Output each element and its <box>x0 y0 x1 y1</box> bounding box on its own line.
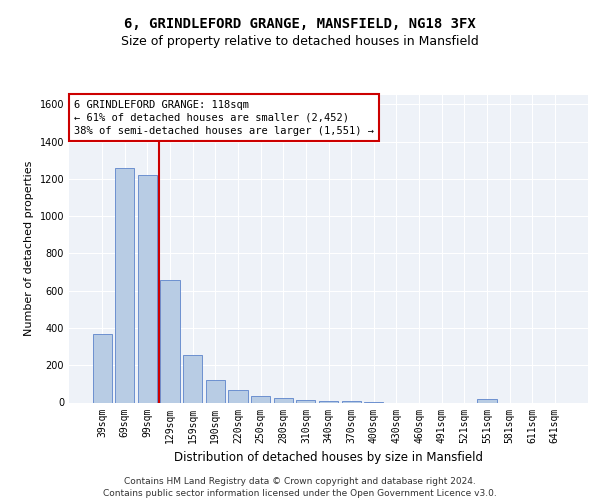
Text: Contains HM Land Registry data © Crown copyright and database right 2024.
Contai: Contains HM Land Registry data © Crown c… <box>103 477 497 498</box>
Bar <box>274 398 293 402</box>
Bar <box>183 355 202 403</box>
Text: 6, GRINDLEFORD GRANGE, MANSFIELD, NG18 3FX: 6, GRINDLEFORD GRANGE, MANSFIELD, NG18 3… <box>124 18 476 32</box>
X-axis label: Distribution of detached houses by size in Mansfield: Distribution of detached houses by size … <box>174 451 483 464</box>
Bar <box>229 390 248 402</box>
Bar <box>138 175 157 402</box>
Text: Size of property relative to detached houses in Mansfield: Size of property relative to detached ho… <box>121 35 479 48</box>
Bar <box>319 400 338 402</box>
Bar <box>477 399 497 402</box>
Y-axis label: Number of detached properties: Number of detached properties <box>24 161 34 336</box>
Bar <box>160 280 180 402</box>
Bar <box>115 168 134 402</box>
Bar <box>206 380 225 402</box>
Text: 6 GRINDLEFORD GRANGE: 118sqm
← 61% of detached houses are smaller (2,452)
38% of: 6 GRINDLEFORD GRANGE: 118sqm ← 61% of de… <box>74 100 374 136</box>
Bar <box>92 334 112 402</box>
Bar <box>296 400 316 402</box>
Bar <box>251 396 270 402</box>
